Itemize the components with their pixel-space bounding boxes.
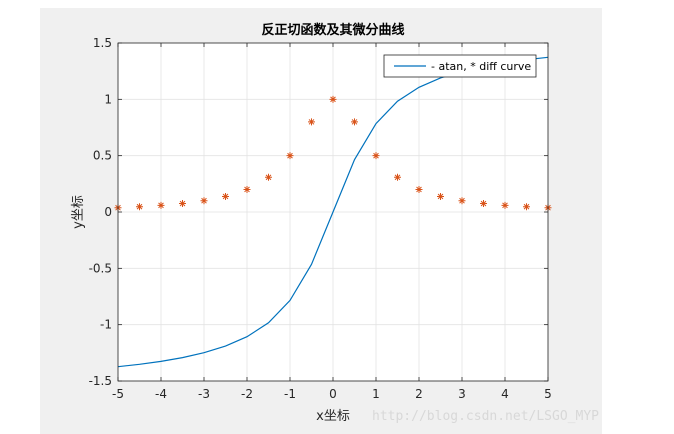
series-markers-diff [114, 95, 552, 212]
asterisk-marker [394, 173, 401, 181]
y-tick-label: 1 [104, 92, 112, 106]
asterisk-marker [200, 197, 208, 205]
y-tick-label: 0.5 [93, 149, 112, 163]
x-tick-label: -4 [155, 387, 167, 401]
x-tick-label: 2 [415, 387, 423, 401]
x-tick-label: 5 [544, 387, 552, 401]
x-tick-label: -1 [284, 387, 296, 401]
asterisk-marker [437, 192, 444, 200]
asterisk-marker [458, 197, 466, 205]
asterisk-marker [157, 201, 165, 209]
asterisk-marker [243, 185, 251, 193]
y-tick-label: -1.5 [89, 374, 112, 388]
asterisk-marker [286, 152, 294, 160]
x-tick-label: 3 [458, 387, 466, 401]
y-tick-label: 0 [104, 205, 112, 219]
tick-layer: -5 -4 -3 -2 -1 0 1 2 3 4 5 1.5 1 0.5 0 -0.5 -1 -1.5 [89, 36, 552, 401]
asterisk-marker [265, 173, 272, 181]
asterisk-marker [222, 192, 229, 200]
asterisk-marker [136, 203, 143, 211]
legend: - atan, * diff curve [383, 54, 537, 78]
y-axis-label: y坐标 [71, 195, 86, 229]
x-tick-label: 0 [329, 387, 337, 401]
x-tick-label: -2 [241, 387, 253, 401]
y-tick-label: -0.5 [89, 261, 112, 275]
asterisk-marker [372, 152, 380, 160]
watermark: http://blog.csdn.net/LSGO_MYP [372, 409, 599, 424]
chart-title: 反正切函数及其微分曲线 [261, 22, 404, 38]
asterisk-marker [179, 200, 186, 208]
x-tick-label: 4 [501, 387, 509, 401]
y-tick-label: -1 [100, 318, 112, 332]
x-axis-label: x坐标 [316, 409, 350, 424]
asterisk-marker [351, 118, 358, 126]
x-tick-label: -5 [112, 387, 124, 401]
asterisk-marker [308, 118, 315, 126]
asterisk-marker [480, 200, 487, 208]
asterisk-marker [415, 185, 423, 193]
x-tick-label: -3 [198, 387, 210, 401]
x-tick-label: 1 [372, 387, 380, 401]
legend-box [383, 54, 537, 78]
asterisk-marker [329, 95, 337, 103]
legend-entry: - atan, * diff curve [431, 60, 531, 73]
y-tick-label: 1.5 [93, 36, 112, 50]
asterisk-marker [523, 203, 530, 211]
asterisk-marker [501, 201, 509, 209]
